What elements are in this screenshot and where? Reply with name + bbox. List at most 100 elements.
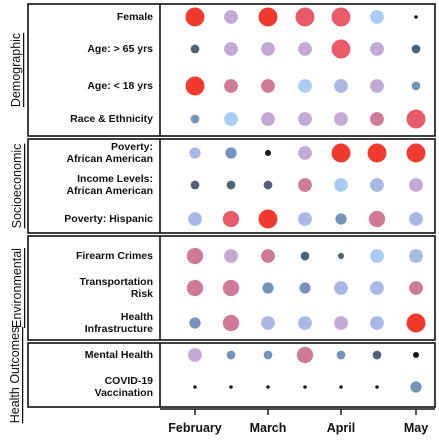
bubble: [224, 10, 238, 24]
bubble: [222, 210, 240, 228]
group-label: Environmental: [10, 248, 24, 328]
bubble: [410, 381, 422, 393]
bubble: [409, 178, 423, 192]
bubble: [224, 112, 238, 126]
bubble: [224, 79, 238, 93]
bubble: [339, 385, 343, 389]
bubble: [188, 348, 202, 362]
bubble: [334, 112, 348, 126]
group-label: Health Outcomes: [8, 327, 22, 424]
bubble: [298, 146, 312, 160]
bubble: [262, 282, 274, 294]
panel-frame: [27, 342, 436, 408]
panel-frame: [27, 138, 436, 234]
x-tick-label: April: [327, 421, 355, 435]
bubble: [186, 247, 204, 265]
bubble: [263, 350, 273, 360]
x-tick-label: February: [168, 421, 222, 435]
bubble: [190, 180, 200, 190]
row-label: Firearm Crimes: [76, 250, 153, 262]
group-label: Demographic: [9, 33, 23, 107]
bubble: [409, 281, 423, 295]
bubble: [303, 385, 307, 389]
row-label: Vaccination: [95, 387, 153, 399]
bubble: [370, 42, 384, 56]
bubble: [337, 252, 345, 260]
row-label: Age: > 65 yrs: [87, 43, 153, 55]
bubble: [406, 313, 426, 333]
row-label: African American: [66, 153, 153, 165]
bubble: [226, 350, 236, 360]
row-label: Transportation: [79, 276, 153, 288]
bubble: [298, 178, 312, 192]
bubble: [370, 281, 384, 295]
bubble: [188, 212, 202, 226]
bubble: [335, 213, 347, 225]
row-label: Income Levels:: [77, 173, 153, 185]
bubble: [298, 112, 312, 126]
bubble: [367, 143, 387, 163]
bubble: [225, 147, 237, 159]
bubble: [370, 10, 384, 24]
bubble: [370, 178, 384, 192]
bubble: [411, 81, 421, 91]
row-label: COVID-19: [105, 375, 154, 387]
row-label: Infrastructure: [85, 323, 153, 335]
bubble: [334, 281, 348, 295]
bubble: [334, 316, 348, 330]
bubble: [375, 385, 379, 389]
bubble: [229, 385, 233, 389]
bubble: [331, 39, 351, 59]
bubble: [264, 149, 272, 157]
bubble: [298, 316, 312, 330]
bubble: [222, 279, 240, 297]
bubble: [300, 251, 310, 261]
bubble: [298, 42, 312, 56]
bubble: [186, 279, 204, 297]
bubble: [414, 15, 418, 19]
bubble: [190, 44, 200, 54]
bubble: [266, 385, 270, 389]
group-label: Socioeconomic: [10, 144, 24, 229]
row-label: Female: [117, 11, 153, 23]
bubble: [261, 42, 275, 56]
bubble: [190, 114, 200, 124]
bubble: [185, 7, 205, 27]
bubble: [224, 249, 238, 263]
bubble: [298, 79, 312, 93]
bubble: [222, 314, 240, 332]
bubble: [331, 7, 351, 27]
x-tick-label: March: [250, 421, 287, 435]
bubble: [226, 180, 236, 190]
bubble: [261, 249, 275, 263]
bubble: [185, 76, 205, 96]
bubble: [370, 249, 384, 263]
bubble: [334, 178, 348, 192]
bubble: [193, 385, 197, 389]
bubble: [261, 79, 275, 93]
bubble: [263, 180, 273, 190]
bubble: [261, 316, 275, 330]
row-label: Age: < 18 yrs: [87, 80, 153, 92]
bubble: [368, 210, 386, 228]
bubble: [296, 346, 314, 364]
bubble: [261, 112, 275, 126]
bubble: [298, 212, 312, 226]
row-label: Mental Health: [85, 349, 153, 361]
bubble: [372, 350, 382, 360]
bubble: [409, 249, 423, 263]
bubble: [295, 7, 315, 27]
bubble: [409, 212, 423, 226]
row-label: Risk: [131, 288, 153, 300]
row-label: Race & Ethnicity: [70, 113, 153, 125]
bubble: [331, 143, 351, 163]
bubble: [411, 44, 421, 54]
bubble: [189, 317, 201, 329]
bubble: [189, 147, 201, 159]
row-label: Health: [121, 311, 153, 323]
bubble: [370, 112, 384, 126]
bubble: [336, 350, 346, 360]
bubble: [224, 42, 238, 56]
